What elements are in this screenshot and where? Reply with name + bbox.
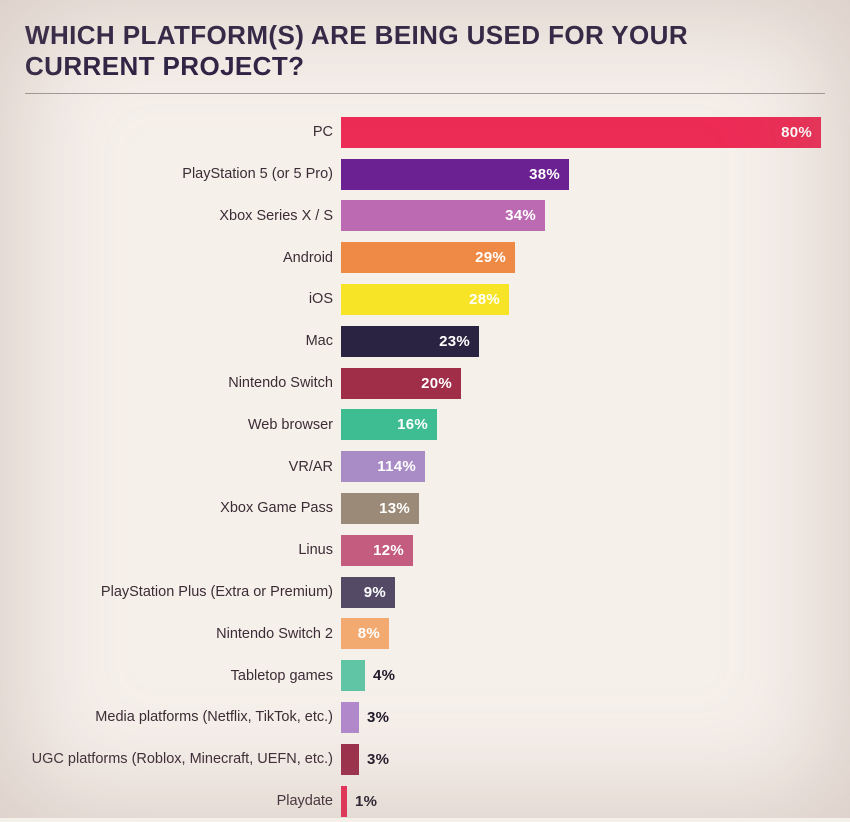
bar: 28% <box>341 283 509 315</box>
bar-row: PlayStation Plus (Extra or Premium) 9% <box>0 571 850 613</box>
bar-row: Android 29% <box>0 237 850 279</box>
value-label-inside: 28% <box>469 290 500 308</box>
platform-label: Nintendo Switch <box>228 375 333 392</box>
platform-label: VR/AR <box>288 458 333 475</box>
platform-label: Android <box>283 249 333 266</box>
platforms-bar-chart: PC 80% PlayStation 5 (or 5 Pro) 38% Xbox… <box>0 111 850 822</box>
value-label-inside: 12% <box>373 541 404 559</box>
platform-label: PlayStation Plus (Extra or Premium) <box>100 584 333 601</box>
value-label-outside: 3% <box>367 750 390 768</box>
value-label-inside: 9% <box>363 583 386 601</box>
value-label-inside: 8% <box>357 625 380 643</box>
bar: 80% <box>341 116 821 148</box>
header: WHICH PLATFORM(S) ARE BEING USED FOR YOU… <box>0 0 850 95</box>
platform-label: Tabletop games <box>230 667 333 684</box>
bar-row: Tabletop games 4% <box>0 655 850 697</box>
bar-row: Web browser 16% <box>0 404 850 446</box>
bar-row: Nintendo Switch 20% <box>0 362 850 404</box>
bar-row: UGC platforms (Roblox, Minecraft, UEFN, … <box>0 738 850 780</box>
platform-label: Linus <box>298 542 333 559</box>
bar: 16% <box>341 409 437 441</box>
platform-label: Nintendo Switch 2 <box>216 625 333 642</box>
bar <box>341 660 365 692</box>
bar-row: VR/AR 114% <box>0 446 850 488</box>
bar: 29% <box>341 242 515 274</box>
platform-label: Web browser <box>247 416 333 433</box>
platform-label: PlayStation 5 (or 5 Pro) <box>182 166 333 183</box>
platform-label: Xbox Game Pass <box>220 500 333 517</box>
value-label-inside: 16% <box>397 416 428 434</box>
page-title: WHICH PLATFORM(S) ARE BEING USED FOR YOU… <box>25 20 689 82</box>
bar-row: PlayStation 5 (or 5 Pro) 38% <box>0 153 850 195</box>
value-label-outside: 4% <box>373 667 396 685</box>
platform-label: Mac <box>305 333 333 350</box>
bar-row: Nintendo Switch 2 8% <box>0 613 850 655</box>
platform-label: PC <box>312 124 333 141</box>
bar-row: Xbox Series X / S 34% <box>0 195 850 237</box>
bar: 20% <box>341 367 461 399</box>
bar: 23% <box>341 325 479 357</box>
value-label-inside: 80% <box>781 123 812 141</box>
platform-label: UGC platforms (Roblox, Minecraft, UEFN, … <box>31 751 333 768</box>
bar-row: PC 80% <box>0 111 850 153</box>
bar: 114% <box>341 451 425 483</box>
bar: 8% <box>341 618 389 650</box>
value-label-outside: 1% <box>355 792 378 810</box>
bar-row: iOS 28% <box>0 279 850 321</box>
bar: 13% <box>341 492 419 524</box>
value-label-inside: 38% <box>529 165 560 183</box>
value-label-outside: 3% <box>367 708 390 726</box>
value-label-inside: 20% <box>421 374 452 392</box>
bar-row: Playdate 1% <box>0 780 850 822</box>
bar <box>341 785 347 817</box>
bar: 38% <box>341 158 569 190</box>
bar: 9% <box>341 576 395 608</box>
bar: 34% <box>341 200 545 232</box>
platform-label: iOS <box>308 291 333 308</box>
value-label-inside: 23% <box>439 332 470 350</box>
bar <box>341 743 359 775</box>
bar <box>341 701 359 733</box>
platform-label: Media platforms (Netflix, TikTok, etc.) <box>95 709 333 726</box>
bar-row: Mac 23% <box>0 320 850 362</box>
platform-label: Xbox Series X / S <box>219 207 333 224</box>
title-divider <box>25 93 825 95</box>
bar: 12% <box>341 534 413 566</box>
bar-row: Xbox Game Pass 13% <box>0 488 850 530</box>
platform-label: Playdate <box>276 793 333 810</box>
value-label-inside: 34% <box>505 207 536 225</box>
value-label-inside: 114% <box>377 458 416 476</box>
value-label-inside: 29% <box>475 249 506 267</box>
bar-row: Linus 12% <box>0 529 850 571</box>
bar-rows: PC 80% PlayStation 5 (or 5 Pro) 38% Xbox… <box>0 111 850 822</box>
bar-row: Media platforms (Netflix, TikTok, etc.) … <box>0 697 850 739</box>
value-label-inside: 13% <box>379 499 410 517</box>
